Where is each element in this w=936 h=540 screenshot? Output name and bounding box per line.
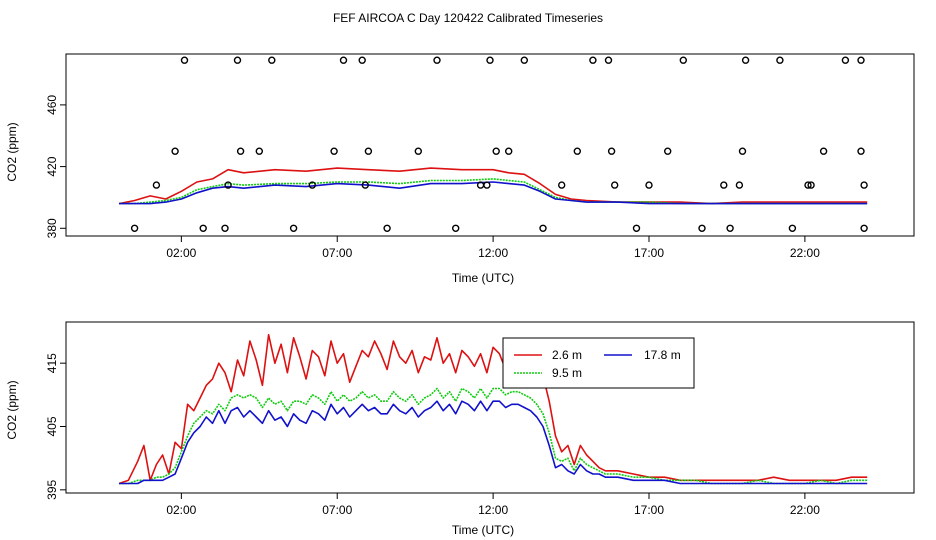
- flag-point: [452, 224, 460, 233]
- top-y-axis-label: CO2 (ppm): [5, 122, 19, 181]
- flag-point: [483, 181, 491, 189]
- flag-point: [726, 224, 734, 233]
- top-x-axis-label: Time (UTC): [452, 271, 514, 285]
- legend: 2.6 m 9.5 m 17.8 m: [502, 337, 695, 389]
- top-x-tick-label: 02:00: [166, 246, 196, 260]
- flag-point: [492, 147, 500, 155]
- figure-title: FEF AIRCOA C Day 120422 Calibrated Times…: [333, 11, 603, 25]
- flag-point: [236, 147, 245, 155]
- flag-point: [788, 224, 797, 233]
- bottom-x-axis: 02:00 07:00 12:00 17:00 22:00: [166, 493, 820, 517]
- top-series-group: [118, 167, 868, 205]
- flag-point: [841, 56, 850, 64]
- flag-point: [738, 147, 747, 155]
- flag-point: [860, 181, 868, 189]
- legend-box: [502, 337, 695, 389]
- flag-point: [589, 56, 597, 64]
- flag-point: [152, 181, 161, 189]
- bottom-series-group: [118, 333, 868, 485]
- top-y-tick-label: 380: [45, 218, 59, 238]
- flag-point: [645, 181, 653, 189]
- bottom-y-tick-label: 395: [45, 479, 59, 499]
- flag-point: [199, 224, 207, 233]
- top-y-tick-label: 460: [45, 95, 59, 115]
- top-series-line-blue: [119, 181, 868, 205]
- flag-point: [611, 181, 619, 189]
- top-x-axis: 02:00 07:00 12:00 17:00 22:00: [166, 236, 820, 260]
- bottom-x-tick-label: 12:00: [478, 503, 508, 517]
- flag-point: [308, 181, 316, 189]
- flag-point: [171, 147, 179, 155]
- flag-point: [383, 224, 391, 233]
- flag-point: [505, 147, 513, 155]
- flag-point: [358, 56, 366, 64]
- flag-point: [604, 56, 613, 64]
- top-x-tick-label: 07:00: [322, 246, 352, 260]
- bottom-x-tick-label: 22:00: [790, 503, 820, 517]
- flag-point: [558, 181, 566, 189]
- flag-point: [698, 224, 706, 233]
- bottom-y-tick-label: 415: [45, 353, 59, 373]
- flag-point: [255, 147, 263, 155]
- bottom-series-line-green: [119, 387, 868, 485]
- flag-point: [735, 181, 744, 189]
- top-panel: 02:00 07:00 12:00 17:00 22:00 380 420 460 Time…: [5, 53, 915, 285]
- flag-point: [664, 147, 672, 155]
- flag-point: [364, 147, 373, 155]
- flag-point: [807, 181, 815, 189]
- flag-point: [221, 224, 229, 233]
- flag-point: [180, 56, 189, 64]
- flag-point: [632, 224, 641, 233]
- top-plot-frame: [65, 53, 915, 237]
- bottom-panel: 02:00 07:00 12:00 17:00 22:00 395 405 415 Time…: [5, 321, 915, 537]
- top-x-tick-label: 12:00: [478, 246, 508, 260]
- top-y-axis: 380 420 460: [45, 95, 66, 238]
- bottom-x-axis-label: Time (UTC): [452, 523, 514, 537]
- top-points-group: [130, 56, 868, 233]
- bottom-x-tick-label: 02:00: [166, 503, 196, 517]
- bottom-x-tick-label: 17:00: [634, 503, 664, 517]
- flag-point: [539, 224, 547, 233]
- legend-label-2-6m: 2.6 m: [552, 348, 582, 362]
- legend-label-9-5m: 9.5 m: [552, 366, 582, 380]
- top-y-tick-label: 420: [45, 156, 59, 176]
- flag-point: [224, 181, 232, 189]
- flag-point: [573, 147, 581, 155]
- flag-point: [860, 224, 868, 233]
- flag-point: [414, 147, 422, 155]
- legend-label-17-8m: 17.8 m: [644, 348, 681, 362]
- bottom-series-line-red: [118, 333, 868, 485]
- bottom-y-axis: 395 405 415: [45, 353, 66, 500]
- flag-point: [433, 56, 441, 64]
- flag-point: [361, 181, 369, 189]
- flag-point: [819, 147, 828, 155]
- flag-point: [268, 56, 276, 64]
- flag-point: [720, 181, 728, 189]
- flag-point: [339, 56, 348, 64]
- flag-point: [741, 56, 750, 64]
- flag-point: [857, 56, 865, 64]
- top-x-tick-label: 17:00: [634, 246, 664, 260]
- flag-point: [130, 224, 139, 233]
- flag-point: [330, 147, 338, 155]
- flag-point: [233, 56, 242, 64]
- bottom-y-tick-label: 405: [45, 416, 59, 436]
- bottom-plot-frame: [65, 321, 915, 494]
- flag-point: [486, 56, 494, 64]
- bottom-series-line-blue: [119, 400, 868, 485]
- flag-point: [289, 224, 298, 233]
- flag-point: [520, 56, 528, 64]
- top-x-tick-label: 22:00: [790, 246, 820, 260]
- flag-point: [804, 181, 812, 189]
- flag-point: [607, 147, 616, 155]
- bottom-y-axis-label: CO2 (ppm): [5, 380, 19, 439]
- bottom-x-tick-label: 07:00: [322, 503, 352, 517]
- flag-point: [857, 147, 865, 155]
- flag-point: [776, 56, 784, 64]
- flag-point: [679, 56, 687, 64]
